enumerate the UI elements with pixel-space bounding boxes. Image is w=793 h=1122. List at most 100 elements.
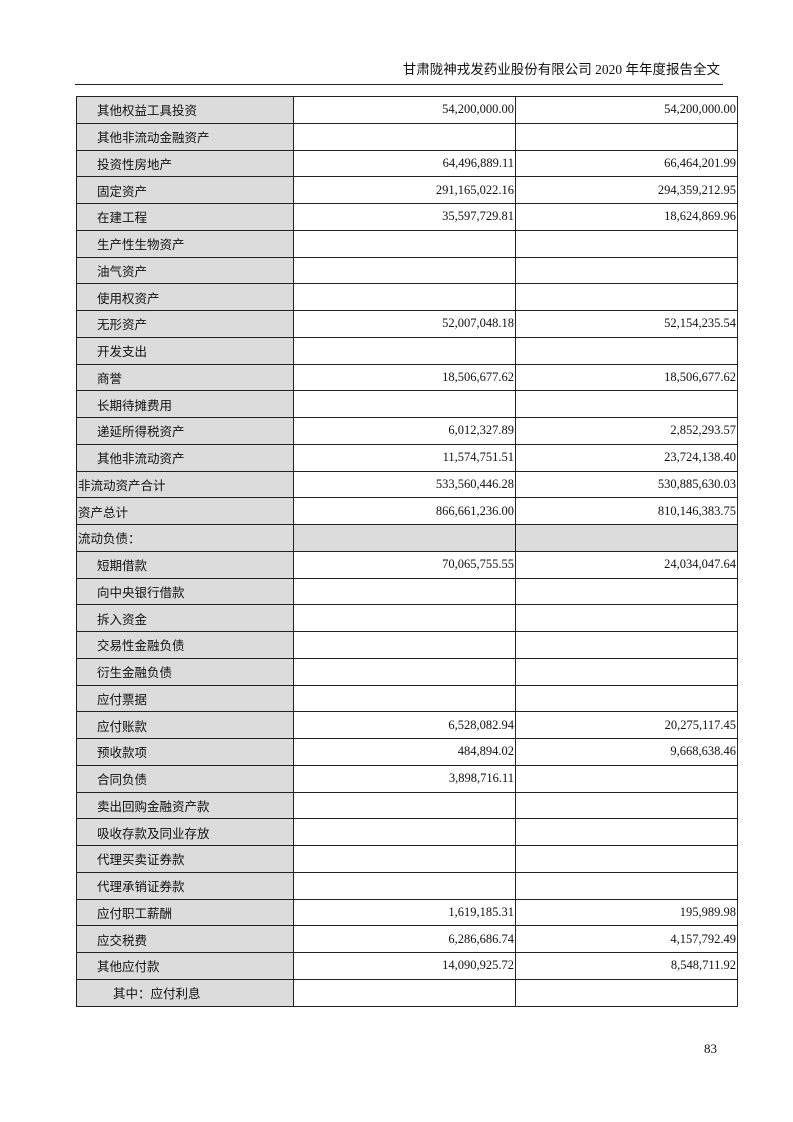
page-number: 83 bbox=[704, 1041, 717, 1056]
table-row: 应付账款 6,528,082.94 20,275,117.45 bbox=[76, 711, 738, 739]
current-period-value: 6,528,082.94 bbox=[293, 711, 516, 739]
current-period-value bbox=[293, 871, 516, 900]
header-divider bbox=[75, 84, 723, 85]
current-period-value bbox=[293, 631, 516, 659]
current-period-value: 18,506,677.62 bbox=[293, 363, 516, 392]
table-row: 其他非流动资产 11,574,751.51 23,724,138.40 bbox=[76, 443, 738, 472]
table-row: 代理买卖证券款 bbox=[76, 845, 738, 873]
table-row: 卖出回购金融资产款 bbox=[76, 791, 738, 820]
table-row: 资产总计 866,661,236.00 810,146,383.75 bbox=[76, 497, 738, 525]
current-period-value: 64,496,889.11 bbox=[293, 149, 516, 178]
current-period-value bbox=[293, 122, 516, 151]
previous-period-value: 20,275,117.45 bbox=[515, 711, 738, 739]
previous-period-value bbox=[515, 845, 738, 873]
row-label: 其他非流动金融资产 bbox=[76, 122, 294, 151]
table-row: 应付职工薪酬 1,619,185.31 195,989.98 bbox=[76, 898, 738, 927]
row-label: 商誉 bbox=[76, 363, 294, 392]
row-label: 向中央银行借款 bbox=[76, 577, 294, 606]
row-label: 开发支出 bbox=[76, 336, 294, 365]
table-row: 商誉 18,506,677.62 18,506,677.62 bbox=[76, 363, 738, 392]
current-period-value: 52,007,048.18 bbox=[293, 310, 516, 338]
row-label: 其他应付款 bbox=[76, 952, 294, 980]
previous-period-value: 810,146,383.75 bbox=[515, 497, 738, 525]
row-label: 生产性生物资产 bbox=[76, 229, 294, 258]
table-row: 非流动资产合计 533,560,446.28 530,885,630.03 bbox=[76, 470, 738, 499]
current-period-value bbox=[293, 283, 516, 311]
table-row: 无形资产 52,007,048.18 52,154,235.54 bbox=[76, 310, 738, 338]
current-period-value bbox=[293, 256, 516, 285]
row-label: 应付职工薪酬 bbox=[76, 898, 294, 927]
previous-period-value bbox=[515, 818, 738, 846]
current-period-value: 533,560,446.28 bbox=[293, 470, 516, 499]
table-row: 合同负债 3,898,716.11 bbox=[76, 764, 738, 793]
table-row: 其他非流动金融资产 bbox=[76, 122, 738, 151]
table-row: 吸收存款及同业存放 bbox=[76, 818, 738, 846]
previous-period-value bbox=[515, 122, 738, 151]
current-period-value bbox=[293, 818, 516, 846]
current-period-value bbox=[293, 524, 516, 552]
row-label: 应付账款 bbox=[76, 711, 294, 739]
row-label: 在建工程 bbox=[76, 203, 294, 231]
table-row: 短期借款 70,065,755.55 24,034,047.64 bbox=[76, 550, 738, 579]
current-period-value bbox=[293, 604, 516, 632]
row-label: 代理买卖证券款 bbox=[76, 845, 294, 873]
previous-period-value bbox=[515, 256, 738, 285]
table-row: 在建工程 35,597,729.81 18,624,869.96 bbox=[76, 203, 738, 231]
previous-period-value bbox=[515, 764, 738, 793]
previous-period-value: 66,464,201.99 bbox=[515, 149, 738, 178]
table-row: 固定资产 291,165,022.16 294,359,212.95 bbox=[76, 176, 738, 204]
row-label: 其他非流动资产 bbox=[76, 443, 294, 472]
previous-period-value bbox=[515, 657, 738, 686]
current-period-value bbox=[293, 336, 516, 365]
previous-period-value: 23,724,138.40 bbox=[515, 443, 738, 472]
balance-sheet-table: 其他权益工具投资 54,200,000.00 54,200,000.00 其他非流动金… bbox=[76, 96, 738, 1007]
previous-period-value: 294,359,212.95 bbox=[515, 176, 738, 204]
previous-period-value bbox=[515, 283, 738, 311]
row-label: 无形资产 bbox=[76, 310, 294, 338]
table-row: 其他应付款 14,090,925.72 8,548,711.92 bbox=[76, 952, 738, 980]
row-label: 卖出回购金融资产款 bbox=[76, 791, 294, 820]
previous-period-value bbox=[515, 524, 738, 552]
previous-period-value bbox=[515, 791, 738, 820]
row-label: 其中：应付利息 bbox=[76, 978, 294, 1007]
row-label: 油气资产 bbox=[76, 256, 294, 285]
row-label: 代理承销证券款 bbox=[76, 871, 294, 900]
current-period-value: 6,286,686.74 bbox=[293, 925, 516, 953]
row-label: 交易性金融负债 bbox=[76, 631, 294, 659]
previous-period-value bbox=[515, 978, 738, 1007]
table-row: 交易性金融负债 bbox=[76, 631, 738, 659]
previous-period-value: 2,852,293.57 bbox=[515, 417, 738, 445]
current-period-value bbox=[293, 229, 516, 258]
table-row: 拆入资金 bbox=[76, 604, 738, 632]
row-label: 长期待摊费用 bbox=[76, 390, 294, 418]
row-label: 拆入资金 bbox=[76, 604, 294, 632]
table-row: 长期待摊费用 bbox=[76, 390, 738, 418]
table-row: 其中：应付利息 bbox=[76, 978, 738, 1007]
current-period-value: 11,574,751.51 bbox=[293, 443, 516, 472]
table-row: 向中央银行借款 bbox=[76, 577, 738, 606]
report-header-title: 甘肃陇神戎发药业股份有限公司 2020 年年度报告全文 bbox=[402, 62, 720, 77]
row-label: 吸收存款及同业存放 bbox=[76, 818, 294, 846]
table-row: 应交税费 6,286,686.74 4,157,792.49 bbox=[76, 925, 738, 953]
table-row: 流动负债： bbox=[76, 524, 738, 552]
table-row: 投资性房地产 64,496,889.11 66,464,201.99 bbox=[76, 149, 738, 178]
previous-period-value: 195,989.98 bbox=[515, 898, 738, 927]
previous-period-value bbox=[515, 390, 738, 418]
current-period-value bbox=[293, 791, 516, 820]
row-label: 合同负债 bbox=[76, 764, 294, 793]
row-label: 投资性房地产 bbox=[76, 149, 294, 178]
previous-period-value: 18,506,677.62 bbox=[515, 363, 738, 392]
row-label: 递延所得税资产 bbox=[76, 417, 294, 445]
row-label: 衍生金融负债 bbox=[76, 657, 294, 686]
current-period-value: 6,012,327.89 bbox=[293, 417, 516, 445]
previous-period-value bbox=[515, 631, 738, 659]
table-row: 生产性生物资产 bbox=[76, 229, 738, 258]
current-period-value: 35,597,729.81 bbox=[293, 203, 516, 231]
previous-period-value: 52,154,235.54 bbox=[515, 310, 738, 338]
previous-period-value: 530,885,630.03 bbox=[515, 470, 738, 499]
table-row: 其他权益工具投资 54,200,000.00 54,200,000.00 bbox=[76, 96, 738, 124]
table-row: 代理承销证券款 bbox=[76, 871, 738, 900]
previous-period-value: 54,200,000.00 bbox=[515, 96, 738, 124]
current-period-value: 866,661,236.00 bbox=[293, 497, 516, 525]
current-period-value: 3,898,716.11 bbox=[293, 764, 516, 793]
